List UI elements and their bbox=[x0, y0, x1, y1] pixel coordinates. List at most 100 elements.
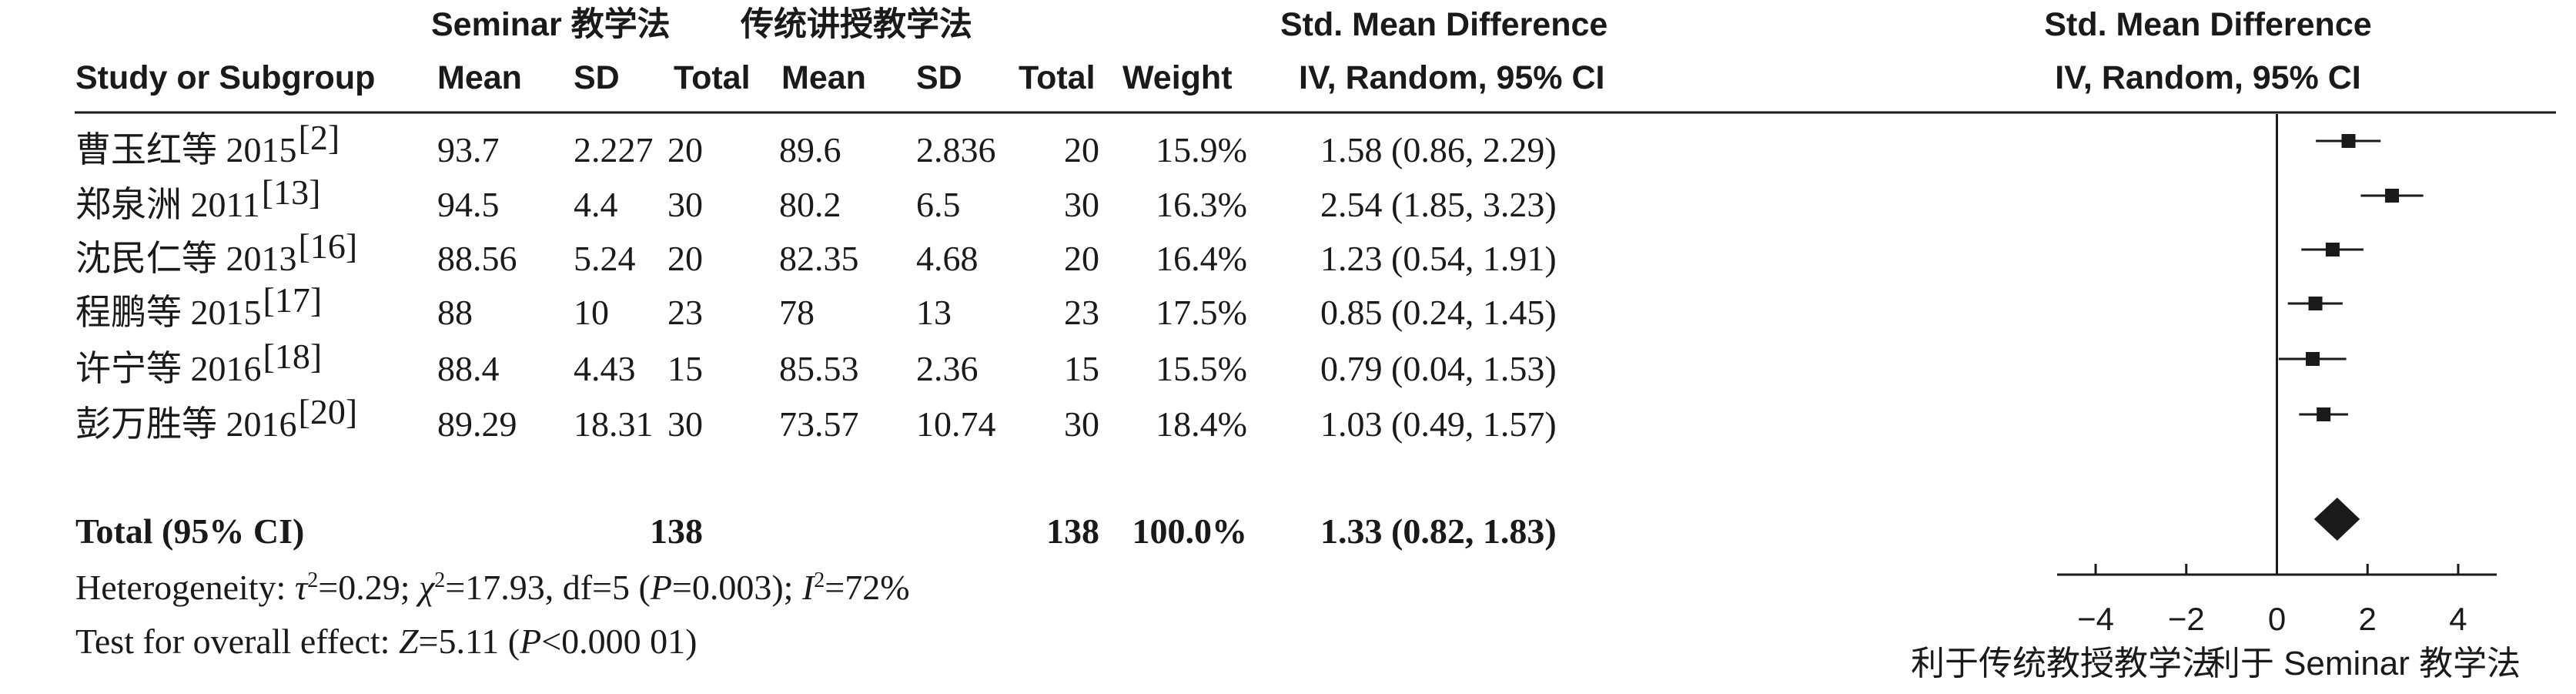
study-n-ctrl: 30 bbox=[1064, 185, 1099, 224]
plot-marks bbox=[2278, 134, 2424, 421]
total-exp-header: Total bbox=[674, 59, 751, 96]
overall-effect-text: Test for overall effect: Z=5.11 (P<0.000… bbox=[75, 622, 697, 661]
study-effect bbox=[2301, 243, 2364, 256]
study-weight: 16.3% bbox=[1156, 185, 1247, 224]
total-weight: 100.0% bbox=[1132, 511, 1248, 551]
study-row: 沈民仁等 2013 [16] 88.56 5.24 20 82.35 4.68 20 16.4%… bbox=[75, 226, 1557, 278]
study-sd-ctrl: 6.5 bbox=[916, 185, 961, 224]
study-mean-ctrl: 80.2 bbox=[779, 185, 841, 224]
x-tick-label: 2 bbox=[2359, 601, 2377, 637]
study-header: Study or Subgroup bbox=[75, 59, 375, 96]
study-effect bbox=[2278, 352, 2347, 366]
study-row: 郑泉洲 2011 [13] 94.5 4.4 30 80.2 6.5 30 16.3% 2.54 … bbox=[75, 173, 1557, 224]
study-mean-ctrl: 89.6 bbox=[779, 130, 841, 169]
study-n-ctrl: 20 bbox=[1064, 239, 1099, 278]
total-ci-text: 1.33 (0.82, 1.83) bbox=[1320, 511, 1557, 551]
study-weight: 15.9% bbox=[1156, 130, 1247, 169]
plot-title-header: Std. Mean Difference bbox=[2044, 6, 2371, 43]
sd-ctrl-header: SD bbox=[916, 59, 962, 96]
weight-header: Weight bbox=[1122, 59, 1233, 96]
study-sd-exp: 2.227 bbox=[574, 130, 654, 169]
study-ci-text: 1.58 (0.86, 2.29) bbox=[1320, 130, 1557, 169]
x-tick-label: −2 bbox=[2168, 601, 2205, 637]
study-reference: [2] bbox=[299, 118, 340, 157]
study-weight: 15.5% bbox=[1156, 349, 1247, 388]
study-reference: [17] bbox=[263, 280, 323, 320]
study-reference: [20] bbox=[299, 392, 358, 431]
point-estimate-square bbox=[2308, 297, 2323, 310]
study-ci-text: 0.79 (0.04, 1.53) bbox=[1320, 349, 1557, 388]
study-mean-exp: 88.4 bbox=[437, 349, 500, 388]
point-estimate-square bbox=[2325, 243, 2340, 256]
study-effect bbox=[2360, 189, 2424, 203]
study-effect bbox=[2316, 134, 2381, 148]
study-n-ctrl: 20 bbox=[1064, 130, 1099, 169]
study-rows: 曹玉红等 2015 [2] 93.7 2.227 20 89.6 2.836 20 15.9% 1… bbox=[75, 118, 1557, 444]
study-mean-exp: 88 bbox=[437, 293, 473, 332]
study-mean-ctrl: 82.35 bbox=[779, 239, 859, 278]
study-weight: 17.5% bbox=[1156, 293, 1247, 332]
study-n-ctrl: 15 bbox=[1064, 349, 1099, 388]
study-n-exp: 15 bbox=[667, 349, 703, 388]
study-sd-ctrl: 2.836 bbox=[916, 130, 996, 169]
study-sd-exp: 4.43 bbox=[574, 349, 636, 388]
total-n-ctrl: 138 bbox=[1046, 511, 1099, 551]
study-n-exp: 20 bbox=[667, 239, 703, 278]
study-n-exp: 30 bbox=[667, 404, 703, 444]
study-name: 程鹏等 2015 bbox=[75, 293, 262, 332]
smd-method-header: IV, Random, 95% CI bbox=[1299, 59, 1604, 96]
x-tick-label: 0 bbox=[2268, 601, 2286, 637]
study-sd-ctrl: 2.36 bbox=[916, 349, 979, 388]
study-mean-exp: 89.29 bbox=[437, 404, 517, 444]
point-estimate-square bbox=[2317, 407, 2331, 421]
study-n-exp: 23 bbox=[667, 293, 703, 332]
x-axis-ticks: −4 −2 0 2 4 bbox=[2077, 564, 2467, 637]
total-ctrl-header: Total bbox=[1019, 59, 1096, 96]
plot-area: −4 −2 0 2 4 bbox=[2057, 114, 2497, 637]
study-mean-exp: 88.56 bbox=[437, 239, 517, 278]
study-sd-ctrl: 10.74 bbox=[916, 404, 996, 444]
plot-method-header: IV, Random, 95% CI bbox=[2055, 59, 2360, 96]
study-mean-exp: 94.5 bbox=[437, 185, 500, 224]
study-name: 沈民仁等 2013 bbox=[75, 239, 297, 278]
mean-exp-header: Mean bbox=[437, 59, 522, 96]
study-n-ctrl: 23 bbox=[1064, 293, 1099, 332]
study-ci-text: 0.85 (0.24, 1.45) bbox=[1320, 293, 1557, 332]
study-mean-ctrl: 73.57 bbox=[779, 404, 859, 444]
study-ci-text: 2.54 (1.85, 3.23) bbox=[1320, 185, 1557, 224]
study-row: 许宁等 2016 [18] 88.4 4.43 15 85.53 2.36 15 15.5% 0.… bbox=[75, 337, 1557, 388]
study-n-ctrl: 30 bbox=[1064, 404, 1099, 444]
study-name: 彭万胜等 2016 bbox=[75, 404, 297, 444]
study-sd-exp: 5.24 bbox=[574, 239, 636, 278]
study-sd-ctrl: 13 bbox=[916, 293, 952, 332]
x-tick-label: 4 bbox=[2449, 601, 2467, 637]
heterogeneity-text: Heterogeneity: τ2=0.29; χ2=17.93, df=5 (… bbox=[75, 568, 910, 607]
study-name: 郑泉洲 2011 bbox=[75, 185, 260, 224]
study-sd-ctrl: 4.68 bbox=[916, 239, 979, 278]
study-reference: [13] bbox=[262, 173, 321, 212]
favours-control-label: 利于传统教授教学法 bbox=[1911, 645, 2216, 682]
study-ci-text: 1.03 (0.49, 1.57) bbox=[1320, 404, 1557, 444]
study-row: 彭万胜等 2016 [20] 89.29 18.31 30 73.57 10.74 30 18.… bbox=[75, 392, 1557, 444]
study-effect bbox=[2287, 297, 2343, 310]
study-reference: [18] bbox=[263, 337, 323, 376]
study-sd-exp: 10 bbox=[574, 293, 609, 332]
exp-group-header: Seminar 教学法 bbox=[431, 6, 671, 43]
point-estimate-square bbox=[2385, 189, 2400, 203]
total-label: Total (95% CI) bbox=[75, 511, 304, 551]
study-mean-ctrl: 78 bbox=[779, 293, 815, 332]
point-estimate-square bbox=[2341, 134, 2356, 148]
mean-ctrl-header: Mean bbox=[781, 59, 866, 96]
study-weight: 16.4% bbox=[1156, 239, 1247, 278]
pooled-effect-diamond bbox=[2313, 498, 2360, 541]
smd-title-header: Std. Mean Difference bbox=[1280, 6, 1607, 43]
ctrl-group-header: 传统讲授教学法 bbox=[740, 6, 972, 43]
study-effect bbox=[2299, 407, 2348, 421]
study-mean-exp: 93.7 bbox=[437, 130, 500, 169]
study-name: 曹玉红等 2015 bbox=[75, 130, 297, 169]
x-tick-label: −4 bbox=[2077, 601, 2114, 637]
study-n-exp: 30 bbox=[667, 185, 703, 224]
favours-seminar-label: 利于 Seminar 教学法 bbox=[2206, 645, 2521, 682]
study-sd-exp: 4.4 bbox=[574, 185, 618, 224]
